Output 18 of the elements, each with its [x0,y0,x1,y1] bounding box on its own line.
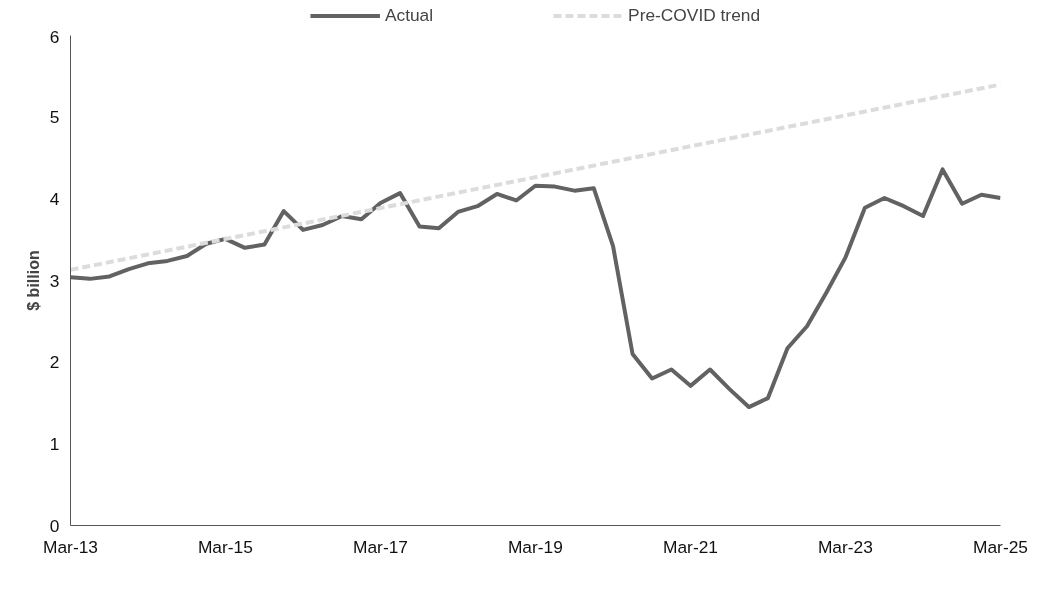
x-tick-label: Mar-17 [353,536,408,557]
y-tick-label: 3 [49,270,60,291]
x-tick-label: Mar-13 [43,536,98,557]
y-tick-label: 0 [49,515,60,536]
y-axis-title: $ billion [24,250,42,311]
x-tick-label: Mar-23 [817,536,873,557]
legend-label: Actual [384,4,434,26]
y-tick-label: 4 [49,188,60,209]
y-tick-label: 2 [49,352,60,373]
y-tick-label: 5 [49,107,60,128]
x-tick-label: Mar-15 [197,536,253,557]
x-tick-label: Mar-19 [507,536,563,557]
legend-label: Pre-COVID trend [628,4,761,26]
y-tick-label: 1 [49,433,60,454]
x-tick-label: Mar-21 [663,536,718,557]
x-tick-label: Mar-25 [973,536,1028,557]
y-tick-label: 6 [49,26,60,47]
line-series [70,167,1001,410]
